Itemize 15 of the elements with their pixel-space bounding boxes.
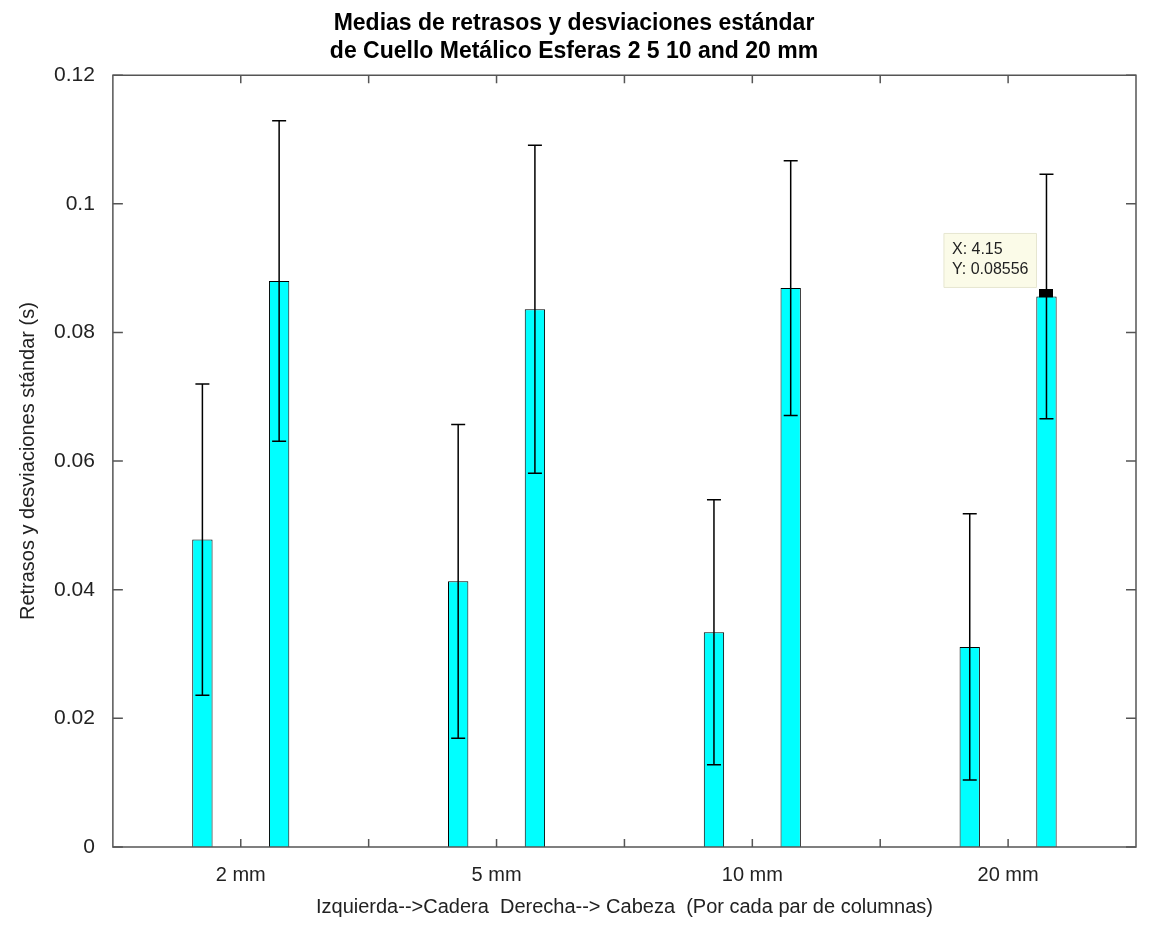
y-tick-label: 0.02 (54, 705, 95, 729)
y-tick-label: 0.12 (54, 62, 95, 85)
annotation: X: 4.15 Y: 0.08556 (951, 239, 1029, 277)
x-tick-label: 20 mm (977, 862, 1039, 885)
y-axis-title: Retrasos y desviaciones stándar (s) (15, 302, 38, 621)
chart-title: Medias de retrasos y desviaciones estándar de Cuello Metálico Esferas 2 5 10 and 20 mm (329, 9, 819, 63)
y-tick-label: 0.1 (65, 190, 95, 214)
y-tick-label: 0.08 (54, 319, 95, 343)
x-tick-label: 10 mm (721, 862, 783, 885)
x-tick-label: 2 mm (215, 862, 266, 885)
x-axis-title: Izquierda-->Cadera Derecha--> Cabeza (Por cada par de columnas) (315, 894, 933, 917)
y-tick-label: 0 (83, 833, 95, 857)
y-tick-label: 0.06 (54, 447, 95, 471)
x-tick-label: 5 mm (471, 862, 522, 885)
y-tick-label: 0.04 (54, 576, 96, 600)
